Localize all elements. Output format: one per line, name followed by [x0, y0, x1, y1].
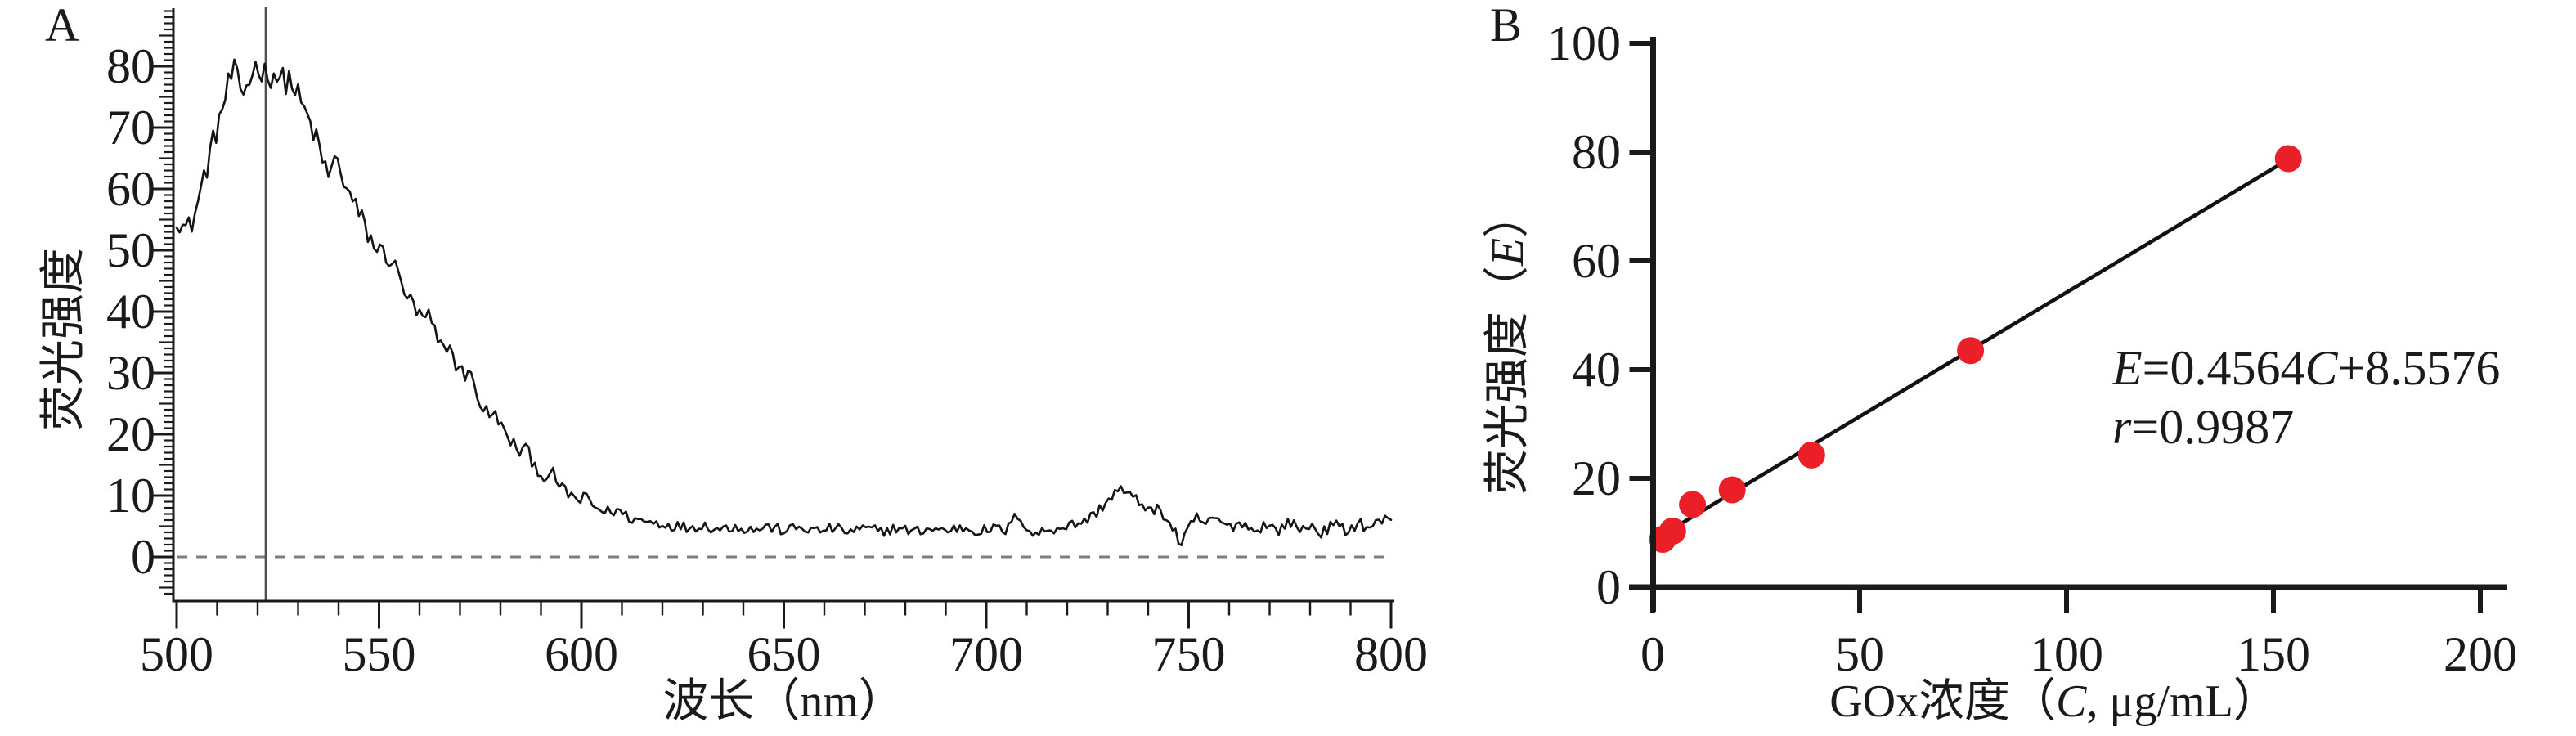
panel-a-x-tick-label: 500 [140, 627, 213, 681]
panel-a-y-tick-label: 50 [106, 223, 155, 277]
panel-b-y-tick-label: 40 [1572, 343, 1621, 397]
panel-a-x-tick-label: 550 [343, 627, 416, 681]
panel-a-y-tick-label: 70 [106, 101, 155, 155]
data-point [1718, 476, 1746, 504]
panel-b-letter: B [1490, 0, 1522, 52]
panel-a-x-tick-label: 650 [747, 627, 821, 681]
fit-equation-text: E=0.4564C+8.5576 [2112, 341, 2500, 395]
data-point [1957, 337, 1985, 365]
panel-b-y-tick-label: 0 [1596, 560, 1621, 614]
panel-a-y-tick-label: 30 [106, 346, 155, 400]
data-point [1679, 491, 1707, 518]
panel-a-y-tick-label: 10 [106, 469, 155, 523]
panel-a-x-tick-label: 800 [1354, 627, 1428, 681]
panel-b-x-tick-label: 150 [2237, 627, 2310, 681]
panel-a-y-tick-label: 20 [106, 407, 155, 461]
spectrum-curve [175, 58, 1393, 546]
panel-b-y-tick-label: 20 [1572, 451, 1621, 505]
panel-a-x-tick-label: 600 [545, 627, 618, 681]
panel-b-x-tick-label: 50 [1835, 627, 1884, 681]
panel-b-y-tick-label: 80 [1572, 125, 1621, 179]
panel-b-x-axis-title: GOx浓度（C, μg/mL） [1829, 676, 2279, 727]
panel-a-x-tick-label: 700 [949, 627, 1023, 681]
panel-a-y-tick-label: 80 [106, 39, 155, 93]
panel-b-x-tick-label: 100 [2030, 627, 2103, 681]
panel-a-y-tick-label: 40 [106, 285, 155, 339]
fit-correlation-text: r=0.9987 [2112, 400, 2294, 454]
panel-a-y-tick-label: 0 [131, 530, 155, 584]
panel-b-y-tick-label: 100 [1547, 16, 1621, 70]
panel-a-x-tick-label: 750 [1152, 627, 1226, 681]
panel-a-letter: A [45, 0, 79, 52]
panel-a-y-tick-label: 60 [106, 162, 155, 216]
data-point [1658, 518, 1686, 545]
panel-b-y-tick-label: 60 [1572, 234, 1621, 288]
panel-b-x-tick-label: 0 [1640, 627, 1665, 681]
data-point [2274, 145, 2302, 173]
data-point [1797, 441, 1825, 469]
panel-a-y-axis-title: 荧光强度 [38, 248, 89, 431]
panel-b-x-tick-label: 200 [2444, 627, 2517, 681]
panel-a-x-axis-title: 波长（nm） [662, 676, 904, 727]
panel-b-y-axis-title: 荧光强度（E） [1483, 192, 1533, 495]
